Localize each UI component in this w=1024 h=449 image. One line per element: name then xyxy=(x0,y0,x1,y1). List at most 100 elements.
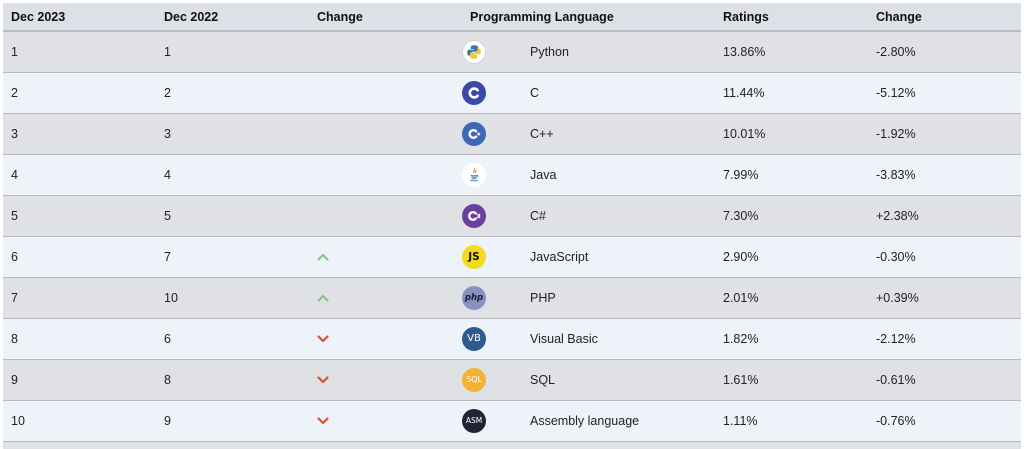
visual-basic-logo-text: VB xyxy=(467,333,481,344)
table-row: 8 6 VB Visual Basic 1.82% -2.12% xyxy=(3,318,1021,360)
table-row: 5 5 C# 7.30% +2.38% xyxy=(3,195,1021,237)
rank-2023-cell: 4 xyxy=(3,154,156,196)
header-dec-2023[interactable]: Dec 2023 xyxy=(3,3,156,32)
language-name-cell[interactable]: JavaScript xyxy=(522,236,715,278)
ratings-cell: 1.82% xyxy=(715,318,868,360)
trend-cell xyxy=(309,195,462,237)
ratings-change-cell: -0.30% xyxy=(868,236,1021,278)
trend-cell xyxy=(309,400,462,442)
ratings-cell: 1.11% xyxy=(715,400,868,442)
ratings-cell: 1.61% xyxy=(715,359,868,401)
php-logo-text: php xyxy=(464,292,484,303)
trend-down-icon xyxy=(317,416,462,425)
ratings-change-cell: +0.39% xyxy=(868,277,1021,319)
rank-2022-cell: 4 xyxy=(156,154,309,196)
trend-cell xyxy=(309,318,462,360)
ratings-cell: 7.99% xyxy=(715,154,868,196)
language-name-cell[interactable]: Python xyxy=(522,31,715,73)
header-programming-language[interactable]: Programming Language xyxy=(462,3,715,32)
header-change[interactable]: Change xyxy=(309,3,462,32)
table-row: 6 7 JS JavaScript 2.90% -0.30% xyxy=(3,236,1021,278)
ratings-change-cell: -2.12% xyxy=(868,318,1021,360)
trend-cell xyxy=(309,31,462,73)
table-row: 10 9 ASM Assembly language 1.11% -0.76% xyxy=(3,400,1021,442)
header-ratings[interactable]: Ratings xyxy=(715,3,868,32)
ratings-change-cell: -0.76% xyxy=(868,400,1021,442)
rank-2023-cell: 5 xyxy=(3,195,156,237)
assembly-logo-text: ASM xyxy=(465,416,483,425)
trend-cell xyxy=(309,72,462,114)
sql-logo-text: SQL xyxy=(466,375,482,384)
trend-cell xyxy=(309,236,462,278)
partial-row-cell xyxy=(3,441,1021,449)
assembly-icon: ASM xyxy=(462,408,486,433)
javascript-icon: JS xyxy=(462,244,486,269)
table-header-row: Dec 2023 Dec 2022 Change Programming Lan… xyxy=(3,3,1021,32)
language-ranking-table: Dec 2023 Dec 2022 Change Programming Lan… xyxy=(3,3,1021,449)
cpp-icon xyxy=(462,121,486,146)
php-icon: php xyxy=(462,285,486,310)
language-name-cell[interactable]: C++ xyxy=(522,113,715,155)
rank-2023-cell: 3 xyxy=(3,113,156,155)
ratings-change-cell: +2.38% xyxy=(868,195,1021,237)
table-row: 1 1 Python 13.86% -2.80% xyxy=(3,31,1021,73)
table-row: 9 8 SQL SQL 1.61% -0.61% xyxy=(3,359,1021,401)
language-name-cell[interactable]: Java xyxy=(522,154,715,196)
ratings-change-cell: -1.92% xyxy=(868,113,1021,155)
table-body: 1 1 Python 13.86% -2.80% 2 2 xyxy=(3,31,1021,449)
rank-2023-cell: 9 xyxy=(3,359,156,401)
table-row-partial xyxy=(3,441,1021,449)
trend-up-icon xyxy=(317,253,462,261)
sql-icon: SQL xyxy=(462,367,486,392)
rank-2022-cell: 1 xyxy=(156,31,309,73)
trend-cell xyxy=(309,277,462,319)
header-dec-2022[interactable]: Dec 2022 xyxy=(156,3,309,32)
language-name-cell[interactable]: C# xyxy=(522,195,715,237)
rank-2022-cell: 8 xyxy=(156,359,309,401)
ratings-cell: 10.01% xyxy=(715,113,868,155)
language-name-cell[interactable]: Assembly language xyxy=(522,400,715,442)
csharp-icon xyxy=(462,203,486,228)
rank-2023-cell: 1 xyxy=(3,31,156,73)
table-row: 4 4 Java 7.99% -3.83% xyxy=(3,154,1021,196)
java-icon xyxy=(462,162,486,187)
rank-2023-cell: 10 xyxy=(3,400,156,442)
table-row: 2 2 C 11.44% -5.12% xyxy=(3,72,1021,114)
ratings-change-cell: -3.83% xyxy=(868,154,1021,196)
ratings-cell: 2.01% xyxy=(715,277,868,319)
language-name-cell[interactable]: C xyxy=(522,72,715,114)
rank-2023-cell: 6 xyxy=(3,236,156,278)
ratings-cell: 11.44% xyxy=(715,72,868,114)
rank-2023-cell: 8 xyxy=(3,318,156,360)
rank-2022-cell: 6 xyxy=(156,318,309,360)
rank-2023-cell: 2 xyxy=(3,72,156,114)
trend-cell xyxy=(309,359,462,401)
rank-2022-cell: 3 xyxy=(156,113,309,155)
ratings-cell: 13.86% xyxy=(715,31,868,73)
rank-2022-cell: 5 xyxy=(156,195,309,237)
rank-2022-cell: 9 xyxy=(156,400,309,442)
trend-up-icon xyxy=(317,294,462,302)
javascript-logo-text: JS xyxy=(468,250,480,263)
table-row: 7 10 php PHP 2.01% +0.39% xyxy=(3,277,1021,319)
trend-cell xyxy=(309,154,462,196)
rank-2022-cell: 2 xyxy=(156,72,309,114)
ratings-change-cell: -5.12% xyxy=(868,72,1021,114)
trend-cell xyxy=(309,113,462,155)
trend-down-icon xyxy=(317,334,462,343)
c-icon xyxy=(462,80,486,105)
header-ratings-change[interactable]: Change xyxy=(868,3,1021,32)
rank-2022-cell: 7 xyxy=(156,236,309,278)
python-icon xyxy=(462,39,486,64)
language-name-cell[interactable]: Visual Basic xyxy=(522,318,715,360)
table-row: 3 3 C++ 10.01% -1.92% xyxy=(3,113,1021,155)
trend-down-icon xyxy=(317,375,462,384)
language-name-cell[interactable]: SQL xyxy=(522,359,715,401)
ratings-cell: 7.30% xyxy=(715,195,868,237)
rank-2022-cell: 10 xyxy=(156,277,309,319)
ratings-change-cell: -2.80% xyxy=(868,31,1021,73)
language-name-cell[interactable]: PHP xyxy=(522,277,715,319)
ratings-change-cell: -0.61% xyxy=(868,359,1021,401)
ratings-cell: 2.90% xyxy=(715,236,868,278)
